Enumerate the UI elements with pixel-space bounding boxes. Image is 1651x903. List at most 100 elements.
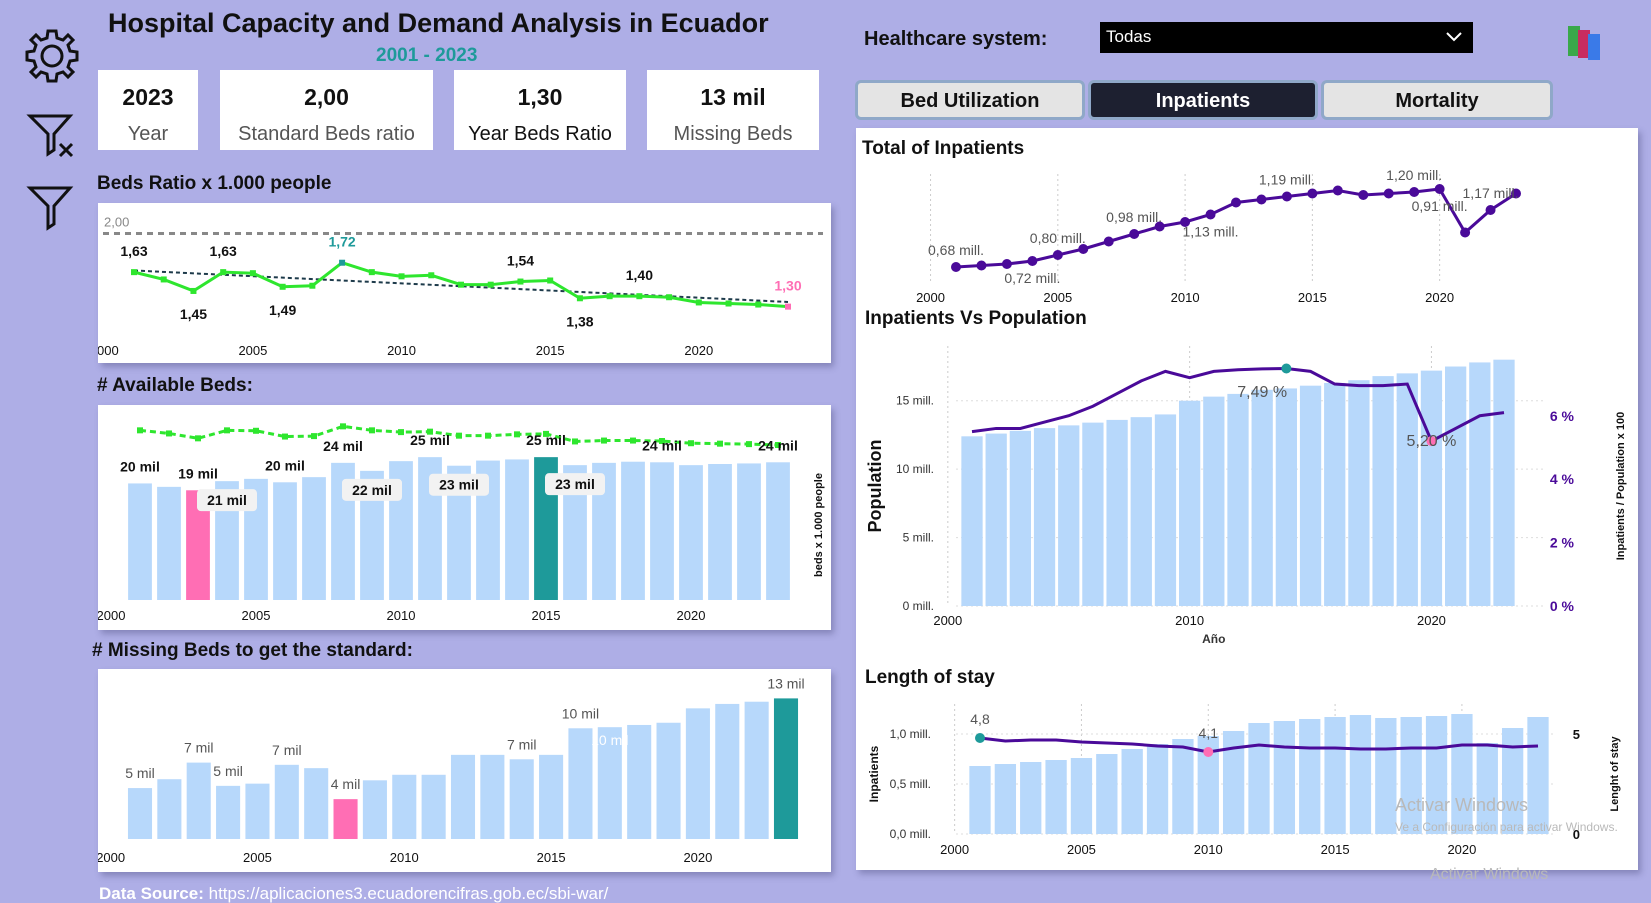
- kpi-label: Missing Beds: [673, 123, 793, 145]
- ratio-point: [688, 440, 694, 447]
- x-tick-label: 2010: [390, 850, 419, 865]
- data-label: 1,40: [626, 267, 653, 283]
- data-point: [1485, 205, 1496, 215]
- data-point: [725, 300, 732, 307]
- y2-axis-label: Lenght of stay: [1609, 736, 1621, 812]
- data-label: 1,63: [120, 243, 147, 259]
- total-inpatients-chart: 0,68 mill. 0,72 mill. 0,80 mill. 0,98 mill.…: [916, 167, 1521, 304]
- data-label: 1,38: [566, 313, 593, 329]
- ratio-point: [398, 429, 404, 436]
- inpatients-panel: Total of Inpatients Inpatients Vs Popula…: [856, 128, 1638, 870]
- filter-icon[interactable]: [26, 184, 86, 244]
- max-point: [975, 733, 985, 743]
- ratio-point: [601, 437, 607, 444]
- data-label: 7 mil: [507, 736, 537, 752]
- data-point: [1307, 188, 1318, 199]
- missing-beds-chart: 5 mil 7 mil 5 mil 7 mil 4 mil 7 mil 10 mil 10 m…: [96, 675, 805, 865]
- data-label: 0,80 mill.: [1030, 230, 1086, 246]
- ratio-point: [485, 432, 491, 439]
- bar: [360, 470, 384, 600]
- bar: [737, 463, 761, 600]
- data-label: 24 mil: [642, 437, 682, 453]
- beds-ratio-card: 2,00 1,63 1,45 1,63 1,49 1,72 1,54 1,38 1,40 1,30…: [90, 203, 831, 363]
- bar: [1227, 393, 1249, 606]
- data-point: [1434, 184, 1445, 194]
- tab-bed-utilization[interactable]: Bed Utilization: [855, 80, 1085, 120]
- data-label: 1,45: [180, 306, 207, 322]
- ratio-point: [746, 441, 752, 448]
- data-source-link[interactable]: https://aplicaciones3.ecuadorencifras.go…: [208, 884, 609, 903]
- x-tick-label: 2015: [1321, 842, 1350, 857]
- bar: [1033, 428, 1056, 606]
- bar: [304, 768, 329, 839]
- bar: [1396, 373, 1418, 606]
- data-point: [636, 293, 643, 300]
- data-label: 21 mil: [207, 492, 247, 508]
- healthcare-system-select[interactable]: Todas: [1100, 22, 1473, 53]
- section-title-available-beds: # Available Beds:: [97, 375, 253, 396]
- bar: [186, 762, 211, 839]
- x-tick-label: 2010: [1171, 290, 1200, 304]
- x-axis-label: Año: [1202, 632, 1225, 646]
- gear-icon[interactable]: [22, 26, 82, 86]
- data-point: [1027, 256, 1038, 266]
- data-label: 1,30: [774, 278, 801, 294]
- y-tick-label: 0,0 mill.: [890, 827, 931, 841]
- bar: [1324, 382, 1346, 606]
- data-label: 1,63: [210, 243, 237, 259]
- data-point: [279, 283, 286, 290]
- kpi-value: 1,30: [517, 84, 563, 110]
- data-label: 0,72 mill.: [1004, 270, 1060, 286]
- bar: [1178, 400, 1201, 606]
- kpi-year-ratio: 1,30 Year Beds Ratio: [454, 70, 626, 150]
- select-value: Todas: [1106, 27, 1152, 46]
- bar: [592, 462, 616, 600]
- data-point: [1511, 188, 1521, 199]
- ratio-point: [137, 427, 143, 434]
- data-point: [131, 269, 137, 276]
- x-tick-label: 2010: [1194, 842, 1223, 857]
- data-label: 5,20 %: [1407, 433, 1457, 450]
- ratio-point: [456, 432, 462, 439]
- bar: [1248, 723, 1270, 834]
- bar: [1275, 388, 1298, 606]
- bar: [1172, 739, 1194, 834]
- data-point: [1409, 187, 1420, 197]
- bar: [766, 462, 790, 600]
- right-axis-label: beds x 1.000 people: [813, 473, 825, 577]
- bar: [597, 727, 622, 839]
- bar: [362, 780, 387, 839]
- x-tick-label: 2015: [532, 608, 561, 623]
- bar: [480, 754, 505, 839]
- bar: [1146, 744, 1169, 834]
- ratio-point: [282, 433, 288, 440]
- x-tick-label: 2020: [684, 343, 713, 358]
- data-label: 4 mil: [331, 776, 361, 792]
- books-icon[interactable]: [1566, 22, 1606, 67]
- bar: [1130, 417, 1152, 606]
- bar: [1299, 719, 1321, 834]
- clear-filter-icon[interactable]: [26, 112, 86, 172]
- bar: [1469, 362, 1491, 606]
- tab-inpatients[interactable]: Inpatients: [1088, 80, 1318, 120]
- x-tick-label: 2020: [1417, 613, 1446, 628]
- bar: [1045, 760, 1067, 834]
- bar: [1251, 389, 1273, 606]
- y2-axis-label: Inpatients / Population x 100: [1615, 412, 1627, 561]
- data-label: 10 mil: [562, 705, 599, 721]
- bar: [273, 482, 297, 600]
- tab-mortality[interactable]: Mortality: [1321, 80, 1553, 120]
- kpi-label: Year: [127, 123, 169, 145]
- data-point: [160, 276, 167, 283]
- kpi-standard-ratio: 2,00 Standard Beds ratio: [220, 70, 433, 150]
- data-point: [249, 270, 256, 277]
- bar: [1425, 716, 1448, 834]
- bar: [1058, 425, 1080, 606]
- ratio-point: [717, 440, 723, 447]
- data-label-bg: [197, 489, 257, 512]
- bar: [505, 459, 529, 600]
- bar: [568, 728, 593, 839]
- bar: [621, 461, 645, 600]
- ratio-point: [514, 431, 520, 438]
- data-label: 7,49 %: [1237, 384, 1287, 401]
